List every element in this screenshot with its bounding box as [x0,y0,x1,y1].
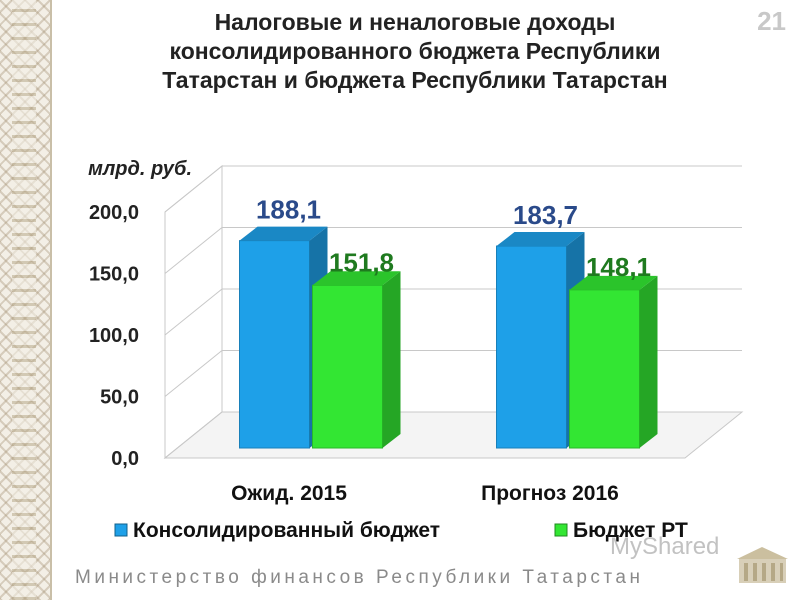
bar-value-label: 151,8 [329,247,394,277]
page-number: 21 [757,6,786,36]
bar-value-label: 148,1 [586,252,651,282]
watermark-text: MyShared [610,533,720,560]
bar-top [239,226,328,241]
legend-label: Бюджет РТ [573,519,688,542]
y-axis-label: млрд. руб. [88,158,192,180]
y-tick-label: 50,0 [100,387,139,409]
building-icon [737,547,788,583]
bar-side [382,271,401,448]
y-tick-label: 100,0 [89,325,139,347]
legend-label: Консолидированный бюджет [133,519,440,542]
bar-value-label: 188,1 [256,195,321,225]
decorative-ornament-border [0,0,52,600]
bar-front [496,245,567,449]
legend-swatch [114,523,128,537]
y-tick-label: 200,0 [89,202,139,224]
bar-front [239,240,310,449]
x-category-label: Ожид. 2015 [231,482,347,505]
y-tick-label: 0,0 [111,448,139,470]
bar-top [312,271,401,286]
title-line-3: Татарстан и бюджета Республики Татарстан [162,67,668,93]
bar-top [569,275,658,290]
gridline [164,165,742,213]
x-category-label: Прогноз 2016 [481,482,619,505]
bar-side [639,275,658,448]
bar-top [496,232,585,247]
legend-swatch [554,523,568,537]
bar-front [312,284,383,449]
ministry-footer: Министерство финансов Республики Татарст… [75,567,644,588]
title-line-1: Налоговые и неналоговые доходы [214,9,616,35]
ornament-pattern [12,0,36,600]
title-line-2: консолидированного бюджета Республики [169,38,661,64]
bar-front [569,289,640,449]
slide-title: Налоговые и неналоговые доходы консолиди… [70,8,760,95]
y-tick-label: 150,0 [89,264,139,286]
gridline [164,227,742,274]
bar-value-label: 183,7 [513,200,578,230]
